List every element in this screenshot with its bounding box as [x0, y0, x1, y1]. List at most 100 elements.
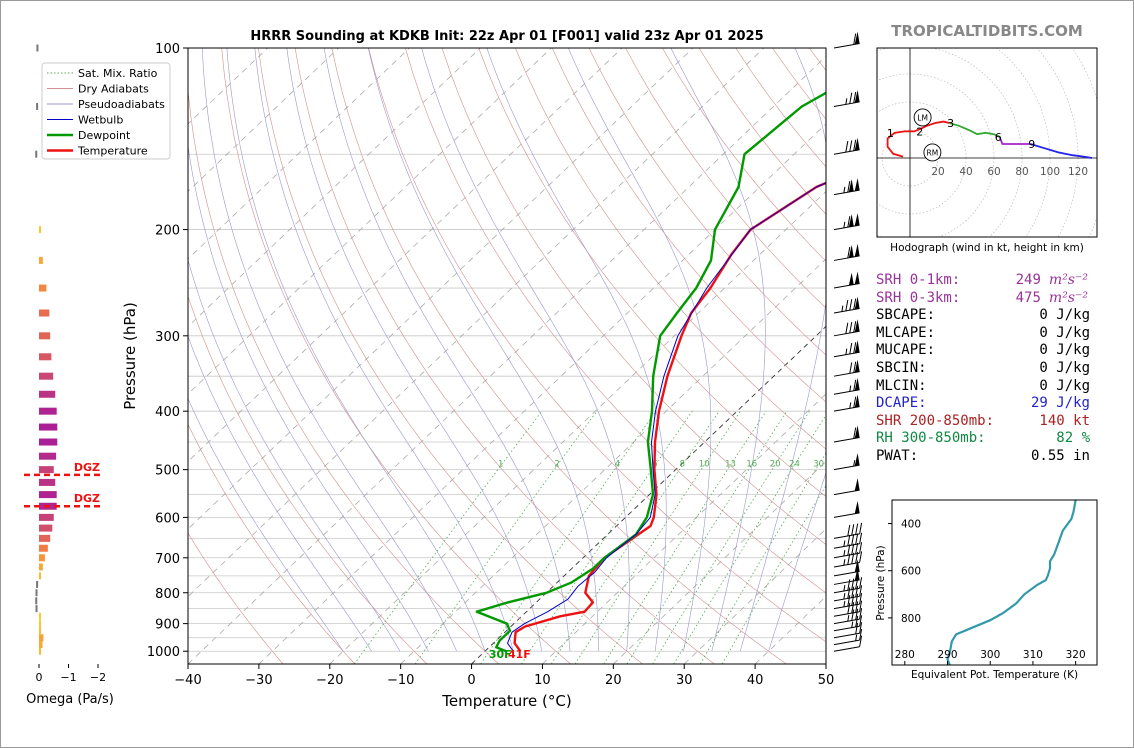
barb-flag [845, 141, 849, 153]
barb-flag [859, 615, 863, 627]
stat-label: SRH 0-1km: [876, 272, 961, 288]
y-tick-label: 200 [155, 224, 180, 239]
omega-bar [39, 572, 41, 580]
hodograph-ring-label: 120 [1068, 166, 1088, 178]
theta-e-line [946, 500, 1077, 665]
dry-adiabat [441, 48, 826, 545]
dry-adiabat [515, 48, 826, 450]
mixing-ratio-line [673, 414, 826, 664]
barb-pennant [854, 478, 860, 491]
barb-staff [833, 595, 860, 602]
stat-label: SHR 200-850mb: [876, 412, 995, 429]
legend-box [41, 62, 171, 160]
wind-barb [833, 628, 863, 646]
wind-barb [833, 359, 860, 377]
barb-half-flag [849, 385, 852, 392]
hodograph-panel: 20 40 60 80 100 120 1 2 3 6 9 LM RM Hodograph (wind i… [876, 47, 1098, 254]
wind-barb [833, 608, 863, 625]
hodograph-height-label: 3 [947, 117, 954, 130]
x-tick-label: 0 [467, 673, 475, 688]
y-tick-label: 500 [155, 464, 180, 479]
legend-entry: Wetbulb [78, 114, 123, 127]
wind-barb [833, 377, 860, 395]
omega-bar [39, 491, 57, 499]
omega-bar [39, 353, 52, 361]
barb-flag [851, 609, 855, 621]
hodograph-ring-label: 40 [959, 166, 972, 178]
omega-bar [39, 634, 44, 642]
mixing-ratio-label: 16 [746, 460, 757, 470]
omega-bar [35, 605, 38, 613]
wind-barb [833, 542, 863, 559]
theta-e-y-label: Pressure (hPa) [875, 545, 887, 620]
y-axis-label: Pressure (hPa) [121, 302, 139, 410]
pseudoadiabat [188, 397, 344, 652]
barb-pennant [854, 178, 860, 191]
stat-label: SRH 0-3km: [876, 289, 961, 306]
wind-barb [833, 532, 863, 549]
barb-pennant [854, 31, 860, 45]
barb-pennant [854, 559, 860, 573]
barb-pennant [854, 394, 860, 408]
barb-flag [847, 524, 851, 537]
barb-staff [833, 561, 860, 568]
barb-pennant [854, 213, 860, 226]
x-tick-label: −30 [245, 673, 272, 688]
barb-staff [833, 552, 860, 559]
mixing-ratio-label: 2 [554, 460, 559, 470]
wind-barb [833, 522, 863, 539]
dry-adiabat [625, 48, 826, 309]
hodograph-ring-label: 20 [931, 166, 944, 178]
y-tick-label: 600 [155, 511, 180, 526]
hodograph-ring-label: 100 [1040, 166, 1060, 178]
barb-flag [847, 534, 851, 546]
barb-flag [853, 361, 857, 373]
x-tick-label: 40 [747, 673, 764, 688]
y-tick-label: 700 [155, 552, 180, 567]
omega-panel: DGZ DGZ 0 −1 −2 Omega (Pa/s) [24, 44, 114, 707]
barb-half-flag [841, 305, 844, 312]
mixing-ratio-line [353, 410, 543, 664]
barb-pennant [854, 319, 860, 333]
barb-flag [851, 534, 855, 546]
stat-label: MUCAPE: [876, 342, 936, 359]
barb-pennant [854, 500, 860, 514]
barb-flag [853, 342, 857, 354]
barb-flag [847, 246, 851, 259]
barb-pennant [854, 296, 860, 310]
hodograph-caption: Hodograph (wind in kt, height in km) [890, 242, 1084, 254]
omega-bar [36, 44, 39, 52]
brand-logo: TROPICALTIDBITS.COM [891, 22, 1083, 40]
dgz-label: DGZ [74, 492, 100, 505]
isotherm-line [471, 325, 826, 664]
wind-barb [833, 615, 863, 632]
stat-row: SBCAPE: 0 J/kg [876, 307, 1090, 325]
barb-half-flag [855, 634, 858, 641]
mixing-ratio-label: 4 [615, 460, 620, 470]
barb-staff [833, 489, 860, 496]
wind-barb [833, 296, 860, 314]
pseudoadiabat [201, 48, 457, 652]
barb-flag [855, 523, 859, 535]
barb-staff [833, 632, 860, 639]
stat-value: 29 J/kg [1030, 395, 1090, 412]
pseudoadiabat [188, 258, 401, 652]
stat-row: SRH 0-1km: 249 m²s⁻² [876, 272, 1088, 290]
barb-flag [859, 600, 863, 612]
mixing-ratio-line [652, 410, 810, 664]
mixing-ratio-line [603, 410, 767, 664]
barb-staff [833, 625, 860, 632]
omega-bar [39, 534, 51, 542]
x-tick-label: 30 [676, 673, 693, 688]
barb-pennant [854, 377, 860, 391]
barb-pennant [854, 340, 860, 354]
stat-row: RH 300-850mb: 82 % [876, 430, 1090, 448]
barb-staff [833, 570, 860, 577]
omega-bar [39, 423, 58, 431]
legend-entry: Sat. Mix. Ratio [78, 67, 158, 80]
legend-entry: Temperature [77, 145, 148, 158]
wind-barb [833, 319, 860, 337]
skewt-frame [187, 47, 827, 665]
barb-staff [833, 543, 860, 549]
wind-barb [833, 500, 860, 518]
